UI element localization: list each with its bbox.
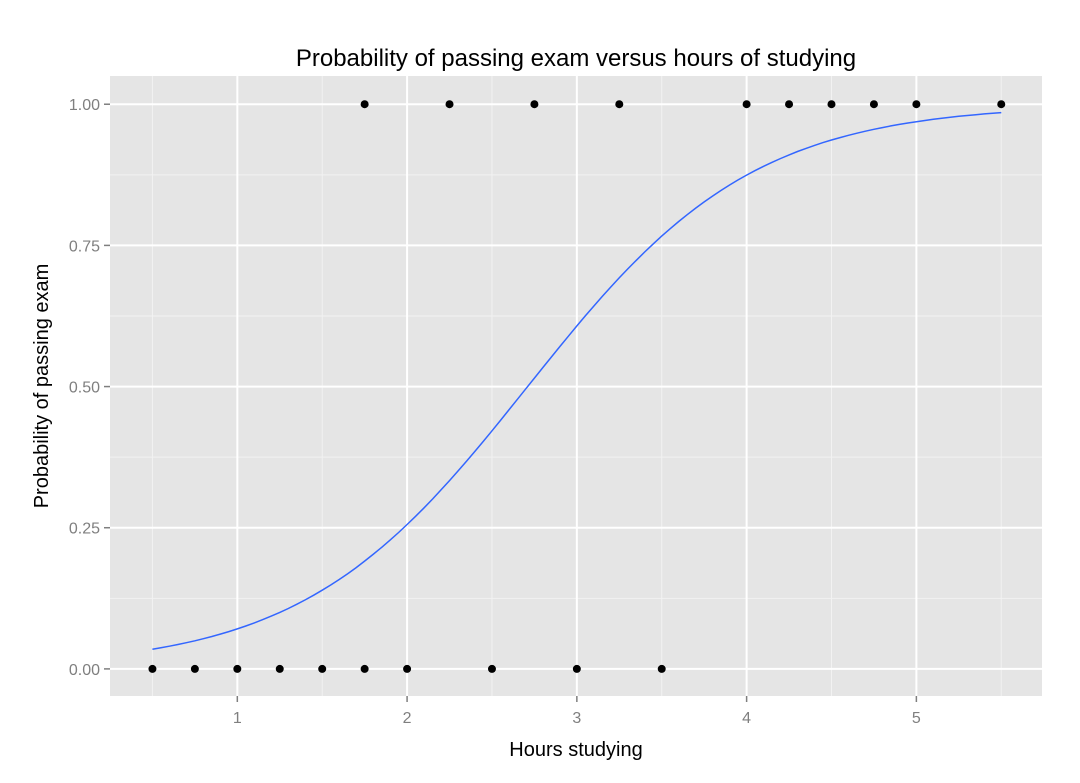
data-point [657,664,666,673]
data-point [742,100,751,109]
data-point [827,100,836,109]
data-point [445,100,454,109]
x-tick-label: 5 [912,710,921,727]
x-axis-label: Hours studying [509,739,642,761]
y-tick-label: 0.50 [69,380,100,397]
data-point [318,664,327,673]
y-tick-label: 0.75 [69,238,100,255]
y-tick-label: 0.00 [69,662,100,679]
data-point [190,664,199,673]
data-point [530,100,539,109]
x-tick-label: 4 [742,710,751,727]
x-tick-label: 1 [233,710,242,727]
data-point [360,664,369,673]
data-point [785,100,794,109]
chart-title: Probability of passing exam versus hours… [296,45,856,72]
y-tick-label: 0.25 [69,521,100,538]
x-tick-label: 2 [403,710,412,727]
data-point [912,100,921,109]
data-point [360,100,369,109]
logistic-fit-line [152,111,1002,651]
data-point [487,664,496,673]
data-point [615,100,624,109]
data-point [997,100,1006,109]
data-point [233,664,242,673]
data-point [148,664,157,673]
y-axis-label: Probability of passing exam [31,264,53,509]
data-point [572,664,581,673]
data-point [403,664,412,673]
data-point [869,100,878,109]
y-tick-label: 1.00 [69,97,100,114]
x-tick-label: 3 [572,710,581,727]
data-point [275,664,284,673]
